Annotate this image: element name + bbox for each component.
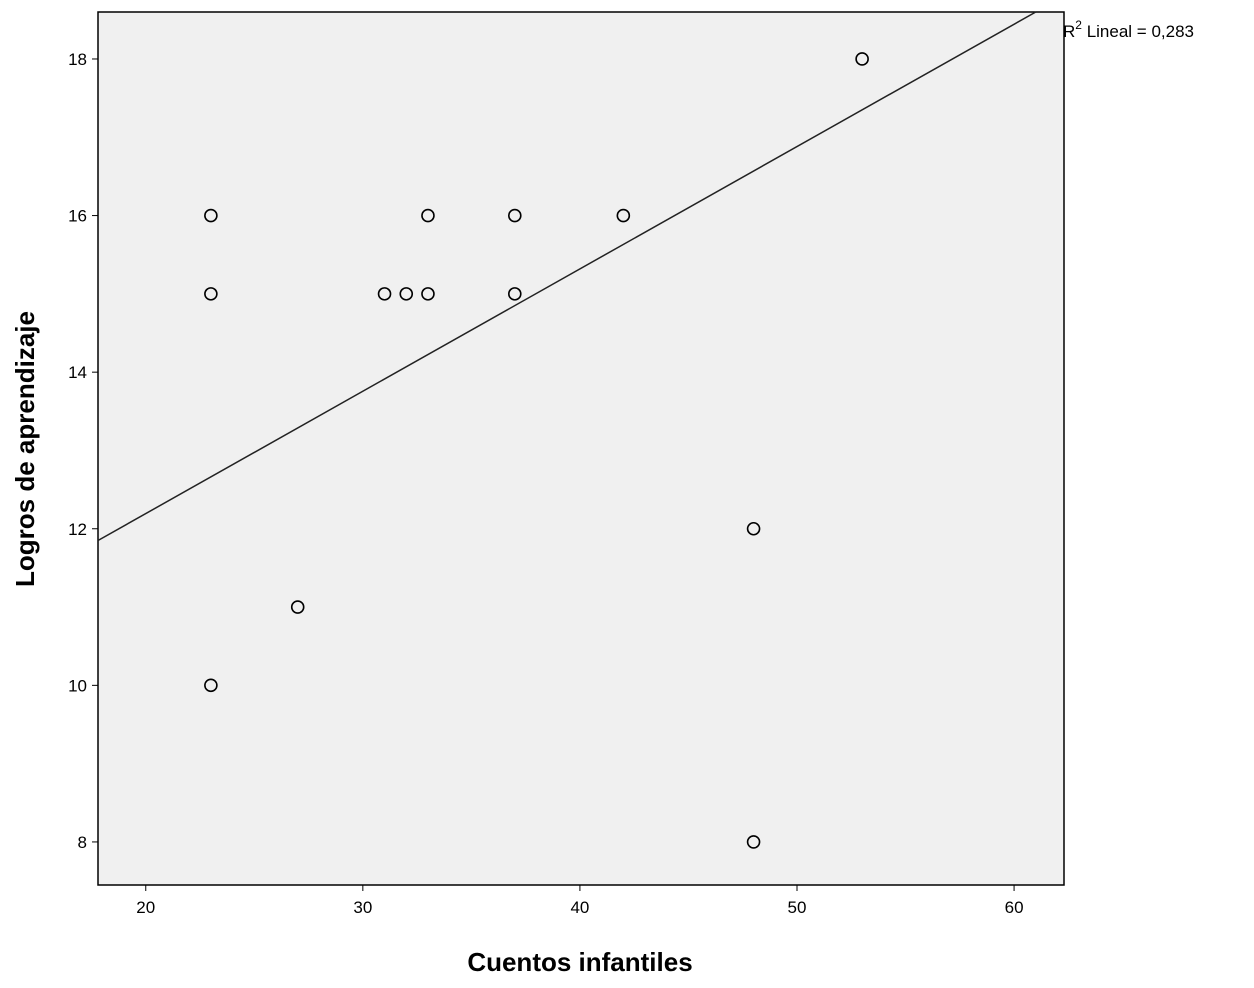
fit-line-group: [97, 11, 1037, 542]
data-point: [399, 287, 414, 301]
y-tick-label: 10: [68, 676, 87, 695]
y-tick-label: 14: [68, 363, 87, 382]
y-axis-title: Logros de aprendizaje: [10, 311, 40, 587]
x-tick-label: 30: [353, 898, 372, 917]
points-group: [204, 52, 869, 849]
data-point: [616, 208, 631, 223]
fit-label-sup: 2: [1075, 18, 1082, 32]
x-axis-title: Cuentos infantiles: [467, 947, 692, 977]
data-point: [855, 52, 869, 66]
data-point: [290, 600, 305, 614]
fit-label-prefix: R: [1063, 22, 1075, 41]
fit-line: [97, 11, 1037, 542]
fit-label-suffix: Lineal = 0,283: [1082, 22, 1194, 41]
y-tick-label: 18: [68, 50, 87, 69]
y-tick-label: 12: [68, 520, 87, 539]
data-point: [507, 208, 522, 223]
x-tick-label: 20: [136, 898, 155, 917]
data-point: [507, 287, 522, 301]
plot-area: [97, 11, 1065, 886]
x-tick-label: 40: [570, 898, 589, 917]
y-tick-label: 8: [78, 833, 87, 852]
data-point: [204, 208, 218, 223]
y-tick-label: 16: [68, 207, 87, 226]
x-tick-label: 50: [788, 898, 807, 917]
x-axis: 20 30 40 50 60: [136, 885, 1024, 917]
data-point: [421, 287, 435, 301]
x-tick-label: 60: [1005, 898, 1024, 917]
y-axis: 8 10 12 14 16 18: [68, 50, 98, 852]
fit-line-label: R2 Lineal = 0,283: [1063, 18, 1194, 41]
data-point: [746, 521, 761, 536]
data-point: [746, 835, 761, 849]
data-point: [377, 287, 392, 301]
data-point: [421, 208, 435, 223]
data-point: [204, 678, 218, 693]
data-point: [204, 287, 218, 301]
